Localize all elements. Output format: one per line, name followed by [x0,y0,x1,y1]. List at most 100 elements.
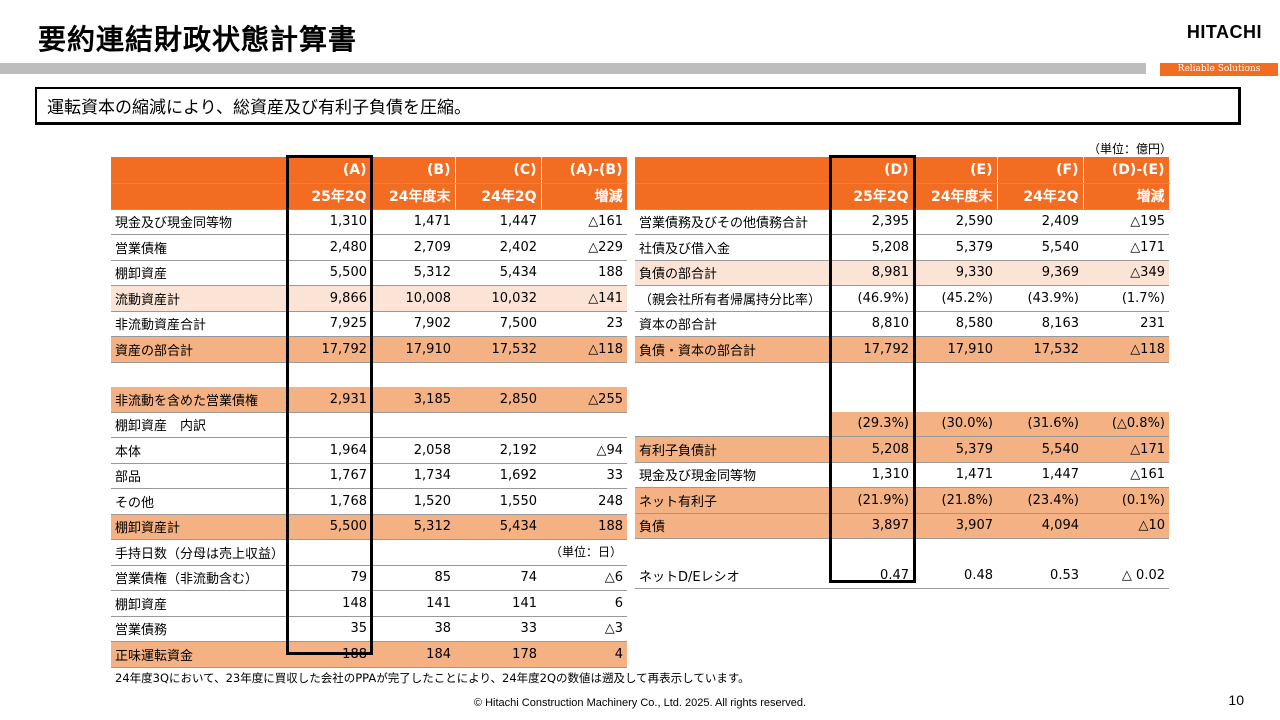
unit-label: （単位：億円） [1088,142,1173,156]
header-corner [111,157,288,184]
row-label [635,387,829,412]
value-cell: (30.0%) [913,411,997,437]
value-cell [829,362,913,387]
value-cell: 184 [371,641,455,668]
unit-days-label: （単位：日） [550,545,623,559]
col-header: 増減 [1083,183,1170,210]
value-cell [541,539,627,566]
col-header: 25年2Q [829,183,914,210]
value-cell: 74 [455,565,541,591]
table-row [111,362,627,387]
value-cell: 188 [287,641,371,668]
row-label: 営業債権 [111,234,287,261]
value-cell [829,538,913,564]
value-cell: 9,866 [287,285,371,312]
row-label: 負債・資本の部合計 [635,336,829,363]
table-row [635,362,1169,387]
table-row: 負債の部合計 8,981 9,330 9,369 △349 [635,260,1169,286]
value-cell: (21.9%) [829,487,913,514]
table-row: その他 1,768 1,520 1,550 248 [111,488,627,515]
value-cell [1083,387,1169,412]
value-cell: (43.9%) [997,285,1083,312]
value-cell: △195 [1083,209,1169,235]
row-label: 社債及び借入金 [635,234,829,261]
value-cell: △255 [541,387,627,413]
value-cell: 2,709 [371,234,455,261]
row-label: 資産の部合計 [111,336,287,363]
value-cell: △94 [541,437,627,464]
table-row [635,387,1169,412]
table-row: 営業債権（非流動含む） 79 85 74 △6 [111,565,627,591]
row-label [635,362,829,387]
value-cell [997,362,1083,387]
row-label: 営業債権（非流動含む） [111,565,287,591]
value-cell: 2,395 [829,209,913,235]
value-cell [287,362,371,387]
value-cell: 17,532 [455,336,541,363]
value-cell: 1,734 [371,463,455,489]
value-cell: 1,520 [371,488,455,515]
table-row: 流動資産計 9,866 10,008 10,032 △141 [111,285,627,312]
table-row: 棚卸資産 内訳 [111,412,627,438]
value-cell: (△0.8%) [1083,411,1169,437]
value-cell [1083,362,1169,387]
value-cell [287,539,371,566]
page-title: 要約連結財政状態計算書 [38,23,358,56]
value-cell: △3 [541,616,627,642]
value-cell [1083,538,1169,564]
col-header: (E) [913,157,998,184]
value-cell [541,412,627,438]
row-label: ネット有利子 [635,487,829,514]
value-cell: (1.7%) [1083,285,1169,312]
row-label: 流動資産計 [111,285,287,312]
header-corner [635,157,830,184]
row-label: 営業債務及びその他債務合計 [635,209,829,235]
page-number: 10 [1228,692,1244,708]
value-cell: 7,902 [371,311,455,337]
col-header: 24年度末 [913,183,998,210]
value-cell [997,538,1083,564]
value-cell: 0.53 [997,563,1083,589]
value-cell: 2,480 [287,234,371,261]
row-label: 棚卸資産計 [111,514,287,540]
copyright: © Hitachi Construction Machinery Co., Lt… [473,697,807,709]
value-cell: 10,008 [371,285,455,312]
value-cell [455,539,541,566]
value-cell: (21.8%) [913,487,997,514]
value-cell: 2,590 [913,209,997,235]
row-label: 現金及び現金同等物 [111,209,287,235]
value-cell: △161 [1083,462,1169,488]
col-header: 24年度末 [371,183,456,210]
table-row: 棚卸資産 148 141 141 6 [111,590,627,617]
value-cell: (46.9%) [829,285,913,312]
value-cell: △171 [1083,234,1169,261]
value-cell: 17,792 [287,336,371,363]
value-cell: 2,850 [455,387,541,413]
value-cell [455,362,541,387]
value-cell [829,387,913,412]
value-cell: 17,910 [913,336,997,363]
value-cell: 33 [541,463,627,489]
liability-table: (D) (E) (F) (D)-(E) 25年2Q 24年度末 24年2Q 増減… [635,157,1170,589]
value-cell [997,387,1083,412]
value-cell: 35 [287,616,371,642]
table-header-row: (D) (E) (F) (D)-(E) [635,157,1170,184]
table-row: 資本の部合計 8,810 8,580 8,163 231 [635,311,1169,337]
value-cell: (0.1%) [1083,487,1169,514]
value-cell: 5,540 [997,436,1083,463]
value-cell: 33 [455,616,541,642]
value-cell: 1,767 [287,463,371,489]
value-cell: △10 [1083,513,1169,539]
footnote: 24年度3Qにおいて、23年度に買収した会社のPPAが完了したことにより、24年… [115,671,750,685]
row-label: 非流動を含めた営業債権 [111,387,287,413]
value-cell: 5,500 [287,260,371,286]
table-row [635,538,1169,564]
value-cell: 10,032 [455,285,541,312]
header-divider [0,63,1146,74]
row-label: 現金及び現金同等物 [635,462,829,488]
value-cell: 5,312 [371,260,455,286]
value-cell: △349 [1083,260,1169,286]
row-label: 棚卸資産 [111,590,287,617]
row-label: 棚卸資産 内訳 [111,412,287,438]
row-label: その他 [111,488,287,515]
